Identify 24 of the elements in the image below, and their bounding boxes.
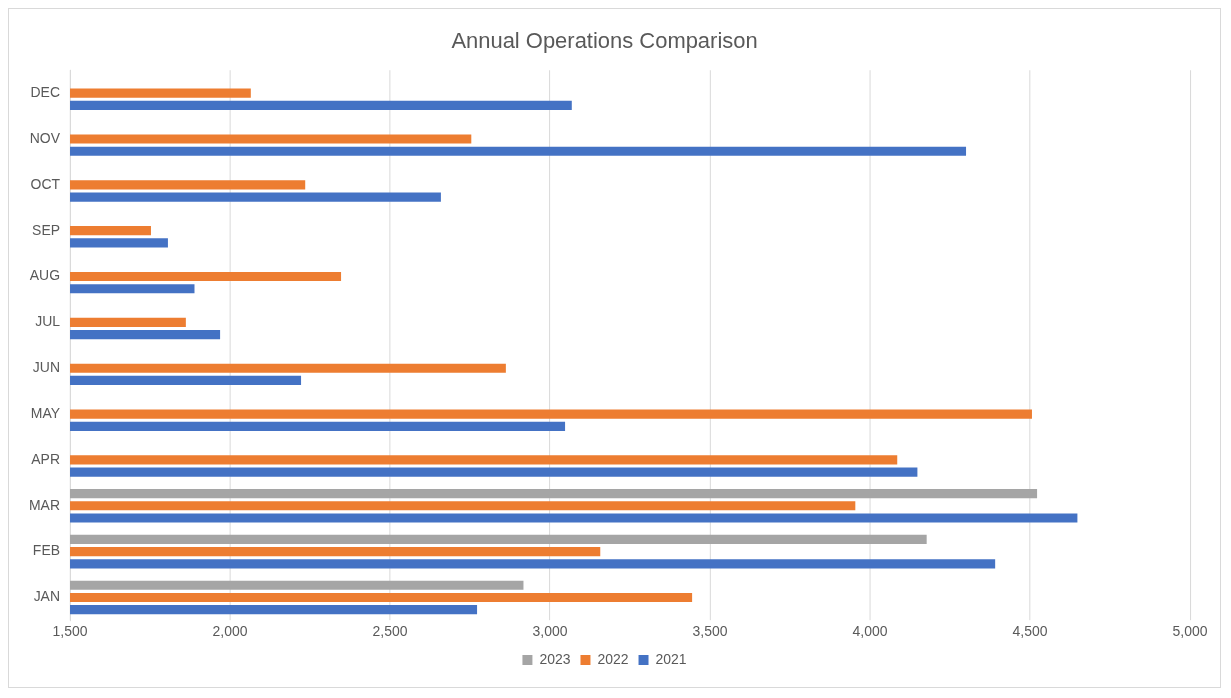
- y-tick-label: FEB: [32, 542, 61, 559]
- y-tick-label: JUN: [32, 359, 61, 376]
- x-tick-label: 5,000: [1172, 622, 1208, 639]
- x-tick-label: 3,000: [532, 622, 568, 639]
- x-tick-label: 4,000: [852, 622, 888, 639]
- y-tick-label: MAR: [28, 496, 61, 513]
- y-tick-label: APR: [31, 450, 61, 467]
- y-tick-label: AUG: [29, 267, 61, 284]
- y-tick-label: JUL: [35, 313, 61, 330]
- x-tick-label: 4,500: [1012, 622, 1048, 639]
- x-tick-label: 1,500: [52, 622, 88, 639]
- y-tick-label: DEC: [30, 84, 61, 100]
- y-tick-label: MAY: [30, 404, 61, 421]
- legend-label: 2021: [655, 650, 687, 667]
- y-tick-label: SEP: [32, 221, 61, 238]
- x-tick-label: 2,000: [212, 622, 248, 639]
- chart-title: Annual Operations Comparison: [451, 28, 758, 54]
- x-tick-label: 2,500: [372, 622, 408, 639]
- y-tick-label: OCT: [30, 175, 61, 192]
- y-tick-label: JAN: [33, 588, 61, 605]
- x-tick-label: 3,500: [692, 622, 728, 639]
- legend-label: 2023: [539, 650, 571, 667]
- y-tick-label: NOV: [29, 129, 61, 146]
- legend-label: 2022: [597, 650, 629, 667]
